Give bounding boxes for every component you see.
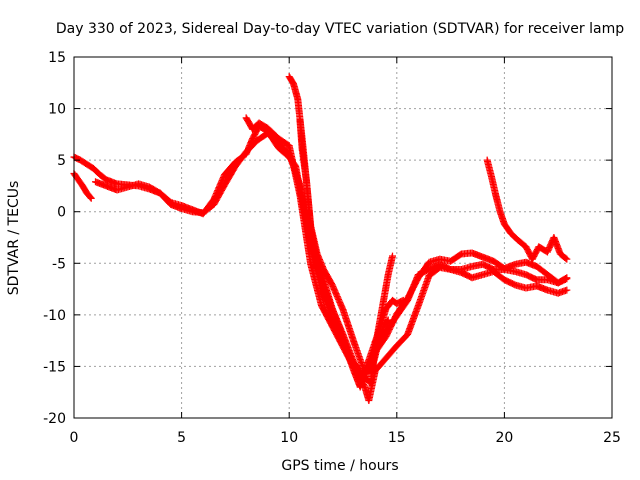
data-point [87, 194, 95, 202]
series-track-c [242, 114, 571, 382]
y-tick-label: -10 [43, 308, 66, 324]
y-axis-label: SDTVAR / TECUs [6, 181, 22, 296]
series-track-i [367, 316, 392, 377]
data-layer [70, 73, 571, 404]
x-tick-label: 10 [280, 430, 298, 446]
data-point [388, 252, 396, 260]
data-point [563, 274, 571, 282]
ticks: 0 5 10 15 20 25 -20 -15 -10 -5 0 5 10 15 [43, 50, 621, 446]
x-tick-label: 0 [70, 430, 79, 446]
grid [74, 57, 612, 418]
data-point [563, 286, 571, 294]
data-point [86, 193, 94, 201]
x-tick-label: 5 [177, 430, 186, 446]
x-tick-label: 25 [603, 430, 621, 446]
data-point [399, 296, 407, 304]
y-tick-label: 15 [48, 50, 66, 66]
data-point [562, 274, 570, 282]
y-tick-label: -15 [43, 359, 66, 375]
series-track-e [296, 116, 369, 376]
x-tick-label: 20 [495, 430, 513, 446]
data-point [384, 316, 392, 324]
series-track-g [483, 156, 571, 263]
x-axis-label: GPS time / hours [281, 458, 398, 474]
data-point [563, 255, 571, 263]
data-point [383, 317, 391, 325]
data-point [361, 368, 369, 376]
y-tick-label: -5 [52, 256, 66, 272]
plot-frame [73, 56, 613, 419]
series-track-b [92, 129, 571, 391]
y-tick-label: 0 [57, 205, 66, 221]
y-tick-label: 10 [48, 102, 66, 118]
y-tick-label: 5 [57, 153, 66, 169]
data-point [562, 254, 570, 262]
chart-title: Day 330 of 2023, Sidereal Day-to-day VTE… [56, 21, 624, 37]
y-tick-label: -20 [43, 411, 66, 427]
x-tick-label: 15 [388, 430, 406, 446]
